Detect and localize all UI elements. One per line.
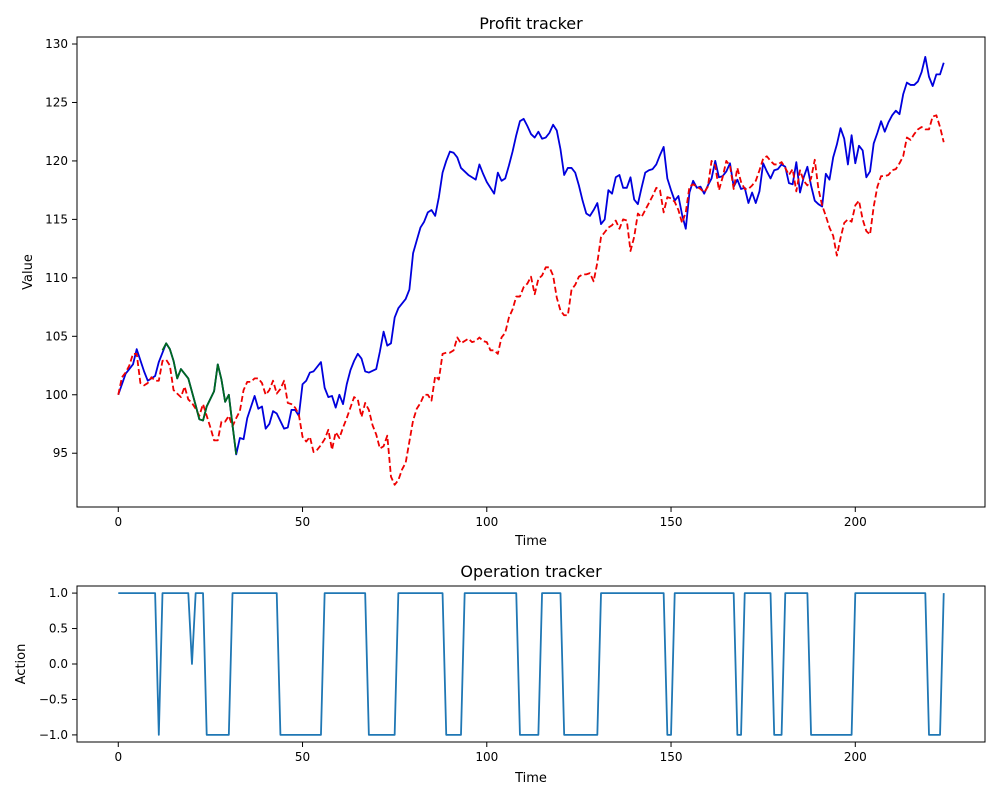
profit-tracker-xtick-label: 200 [844,515,867,529]
profit-tracker-ytick-label: 120 [45,154,68,168]
profit-tracker-series [117,55,945,486]
operation-tracker-series-action [118,592,945,736]
profit-tracker-ticks: 0 50 100 150 200 95 100 105 110 115 120 125 130 [45,37,867,529]
profit-tracker-ytick-label: 130 [45,37,68,51]
operation-tracker-ytick-label: 0.0 [49,657,68,671]
profit-tracker-ylabel: Value [21,254,36,290]
profit-tracker-series-benchmark [117,114,945,486]
profit-tracker-xtick-label: 0 [114,515,122,529]
operation-tracker-xlabel: Time [514,771,547,786]
operation-tracker-xtick-label: 200 [844,750,867,764]
profit-tracker-ytick-label: 95 [53,446,68,460]
profit-tracker-xtick-label: 100 [475,515,498,529]
operation-tracker-xtick-label: 150 [660,750,683,764]
operation-tracker-chart: Operation tracker Time Action 0 50 100 150 2… [14,562,986,786]
operation-tracker-ytick-label: −1.0 [39,728,68,742]
profit-tracker-ytick-label: 125 [45,95,68,109]
profit-tracker-xtick-label: 150 [660,515,683,529]
profit-tracker-ytick-label: 100 [45,388,68,402]
profit-tracker-ytick-label: 115 [45,212,68,226]
operation-tracker-xtick-label: 100 [475,750,498,764]
operation-tracker-ytick-label: −0.5 [39,692,68,706]
profit-tracker-title: Profit tracker [479,14,583,33]
operation-tracker-ylabel: Action [14,644,29,685]
profit-tracker-xtick-label: 50 [295,515,310,529]
profit-tracker-frame [76,36,986,508]
operation-tracker-frame [76,585,986,743]
operation-tracker-series [118,592,945,736]
profit-tracker-series-highlight [161,342,238,455]
operation-tracker-ticks: 0 50 100 150 200 −1.0 −0.5 0.0 0.5 1.0 [39,586,867,764]
profit-tracker-chart: Profit tracker Time Value 0 50 100 150 200 95… [21,14,986,549]
profit-tracker-ytick-label: 105 [45,329,68,343]
profit-tracker-series-strategy [117,55,945,456]
operation-tracker-title: Operation tracker [460,562,602,581]
operation-tracker-xtick-label: 0 [114,750,122,764]
operation-tracker-ytick-label: 1.0 [49,586,68,600]
operation-tracker-ytick-label: 0.5 [49,622,68,636]
profit-tracker-xlabel: Time [514,534,547,549]
profit-tracker-ytick-label: 110 [45,271,68,285]
operation-tracker-xtick-label: 50 [295,750,310,764]
